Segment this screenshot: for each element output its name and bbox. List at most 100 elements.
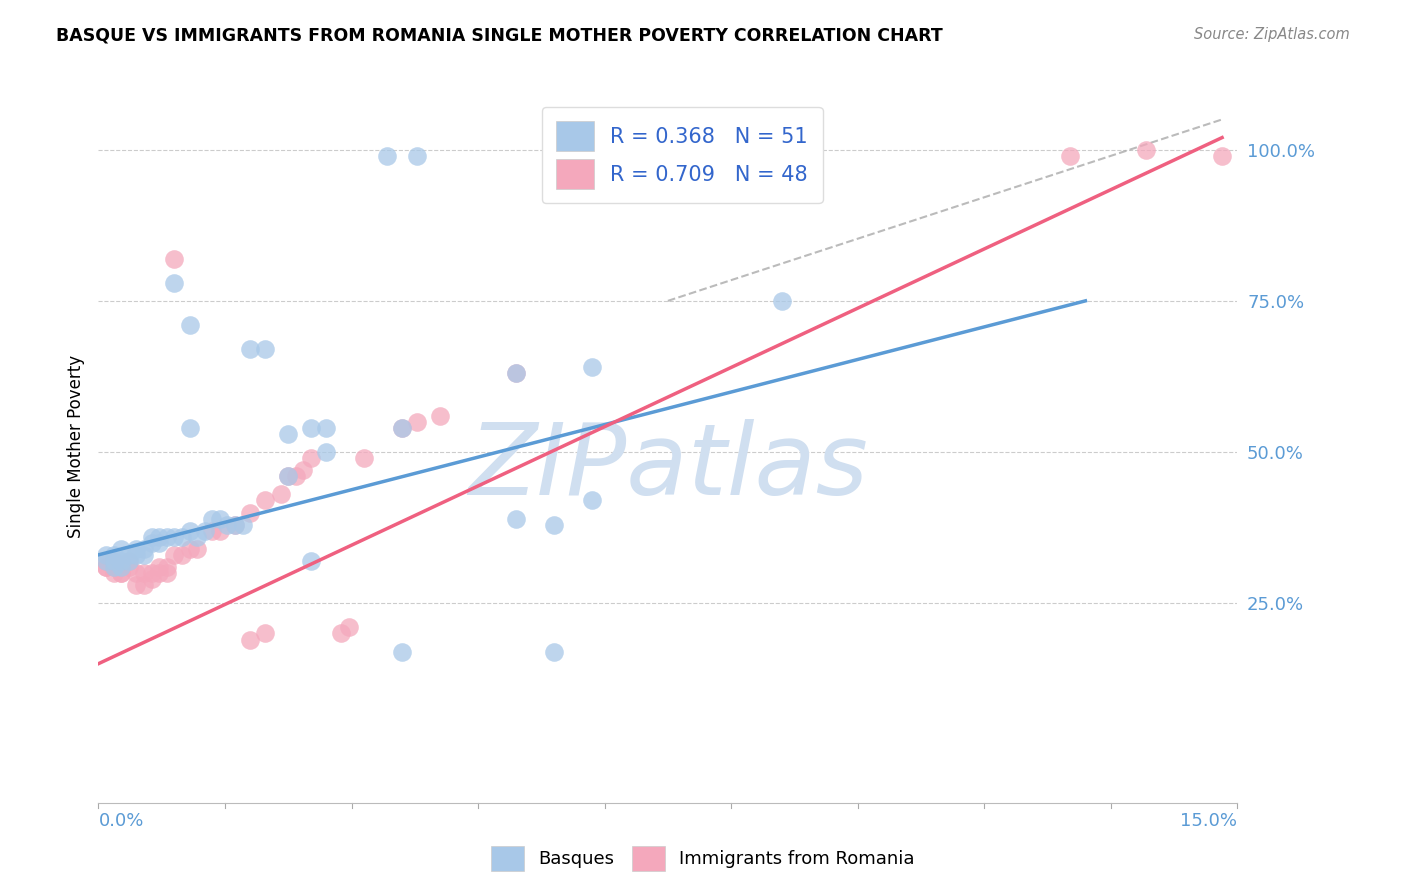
Point [103,560,125,574]
Point [141,530,163,544]
Point [543,517,565,532]
Point [141,535,163,549]
Point [179,541,201,556]
Point [375,149,398,163]
Point [186,541,208,556]
Point [201,524,224,538]
Point [208,511,231,525]
Point [132,578,155,592]
Point [141,566,163,580]
Point [110,566,132,580]
Point [239,506,262,520]
Point [110,541,132,556]
Point [179,318,201,332]
Point [406,415,429,429]
Point [148,566,170,580]
Point [543,645,565,659]
Point [299,421,322,435]
Point [94,560,117,574]
Point [94,560,117,574]
Point [254,343,277,357]
Point [156,566,179,580]
Point [179,524,201,538]
Point [505,367,527,381]
Text: ZIPatlas: ZIPatlas [468,419,868,516]
Point [148,530,170,544]
Point [581,360,603,375]
Point [406,149,429,163]
Y-axis label: Single Mother Poverty: Single Mother Poverty [66,354,84,538]
Point [94,554,117,568]
Point [103,548,125,562]
Point [270,487,292,501]
Point [170,548,193,562]
Point [505,367,527,381]
Point [163,530,186,544]
Point [1211,149,1233,163]
Text: BASQUE VS IMMIGRANTS FROM ROMANIA SINGLE MOTHER POVERTY CORRELATION CHART: BASQUE VS IMMIGRANTS FROM ROMANIA SINGLE… [56,27,943,45]
Point [118,554,141,568]
Legend: R = 0.368   N = 51, R = 0.709   N = 48: R = 0.368 N = 51, R = 0.709 N = 48 [541,107,823,203]
Point [277,426,299,441]
Point [141,572,163,586]
Legend: Basques, Immigrants from Romania: Basques, Immigrants from Romania [484,838,922,879]
Point [118,554,141,568]
Point [163,548,186,562]
Point [277,469,299,483]
Point [132,548,155,562]
Point [292,463,315,477]
Point [94,554,117,568]
Point [232,517,254,532]
Point [224,517,246,532]
Point [163,276,186,290]
Point [110,560,132,574]
Point [330,626,353,640]
Point [179,421,201,435]
Point [148,535,170,549]
Point [284,469,307,483]
Point [148,560,170,574]
Point [429,409,451,423]
Point [353,451,375,466]
Point [217,517,239,532]
Point [132,566,155,580]
Point [118,548,141,562]
Text: Source: ZipAtlas.com: Source: ZipAtlas.com [1194,27,1350,42]
Point [156,530,179,544]
Point [391,421,413,435]
Point [299,451,322,466]
Point [770,293,793,308]
Point [1135,143,1157,157]
Point [315,421,337,435]
Point [103,554,125,568]
Point [125,578,148,592]
Point [125,541,148,556]
Point [118,560,141,574]
Point [391,645,413,659]
Text: 15.0%: 15.0% [1180,812,1237,830]
Point [1059,149,1081,163]
Point [110,560,132,574]
Point [194,524,217,538]
Point [254,626,277,640]
Point [315,445,337,459]
Point [201,511,224,525]
Point [224,517,246,532]
Point [581,493,603,508]
Point [239,632,262,647]
Point [239,343,262,357]
Point [299,554,322,568]
Point [254,493,277,508]
Point [170,530,193,544]
Point [125,548,148,562]
Point [505,511,527,525]
Point [277,469,299,483]
Point [103,560,125,574]
Point [337,620,360,634]
Point [391,421,413,435]
Point [110,554,132,568]
Point [156,560,179,574]
Point [103,554,125,568]
Point [110,566,132,580]
Text: 0.0%: 0.0% [98,812,143,830]
